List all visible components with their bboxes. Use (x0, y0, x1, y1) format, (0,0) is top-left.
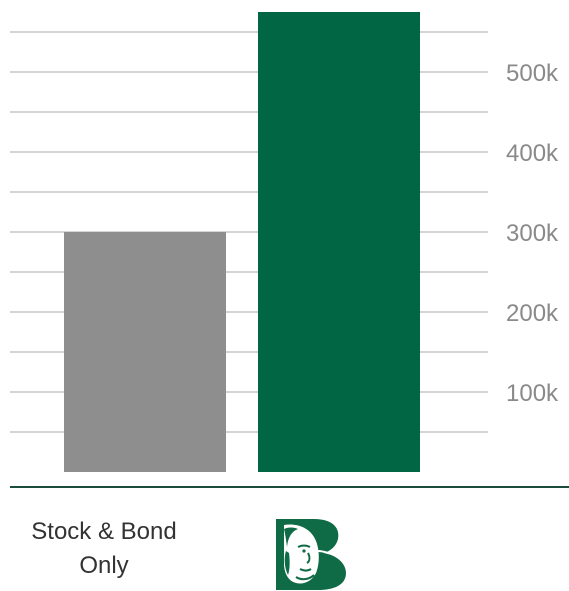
y-tick-label: 200k (506, 300, 559, 327)
category-label-line-1: Stock & Bond (31, 518, 177, 545)
y-tick-label: 500k (506, 60, 559, 87)
y-tick-label: 100k (506, 380, 559, 407)
y-axis-ticks: 100k 200k 300k 400k 500k (506, 60, 559, 407)
y-tick-label: 400k (506, 140, 559, 167)
category-label-stock-bond-only: Stock & Bond Only (14, 515, 194, 583)
bar-stock-bond-only (64, 232, 226, 472)
bar-category-2 (258, 12, 420, 472)
category-label-line-2: Only (79, 552, 129, 579)
bars (64, 12, 420, 472)
y-tick-label: 300k (506, 220, 559, 247)
benjamin-franklin-b-logo-icon (276, 519, 346, 590)
